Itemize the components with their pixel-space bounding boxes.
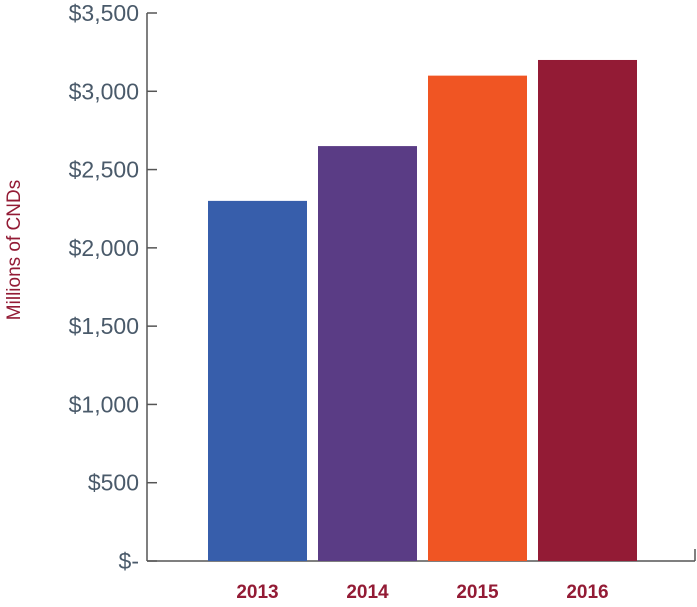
- y-tick-label: $3,500: [69, 0, 139, 26]
- y-tick-label: $1,000: [69, 391, 139, 417]
- y-tick-label: $-: [119, 548, 139, 574]
- y-tick-label: $2,000: [69, 235, 139, 261]
- x-tick-label: 2016: [566, 582, 608, 603]
- y-tick-label: $2,500: [69, 157, 139, 183]
- bar-2015: [428, 75, 527, 561]
- y-tick-label: $3,000: [69, 78, 139, 104]
- bars-group: [208, 59, 637, 562]
- y-tick-label: $500: [88, 470, 139, 496]
- bar-2014: [318, 146, 417, 562]
- bar-2016: [538, 59, 637, 561]
- y-axis-label: Millions of CNDs: [4, 180, 25, 320]
- bar-2013: [208, 200, 307, 561]
- y-tick-label: $1,500: [69, 313, 139, 339]
- x-tick-label: 2013: [236, 582, 278, 603]
- y-tick-labels: $- $500 $1,000 $1,500 $2,000 $2,500 $3,000 $3,5…: [69, 0, 139, 574]
- x-tick-label: 2015: [456, 582, 499, 603]
- x-tick-labels: 2013 2014 2015 2016: [236, 582, 608, 603]
- x-tick-label: 2014: [346, 582, 389, 603]
